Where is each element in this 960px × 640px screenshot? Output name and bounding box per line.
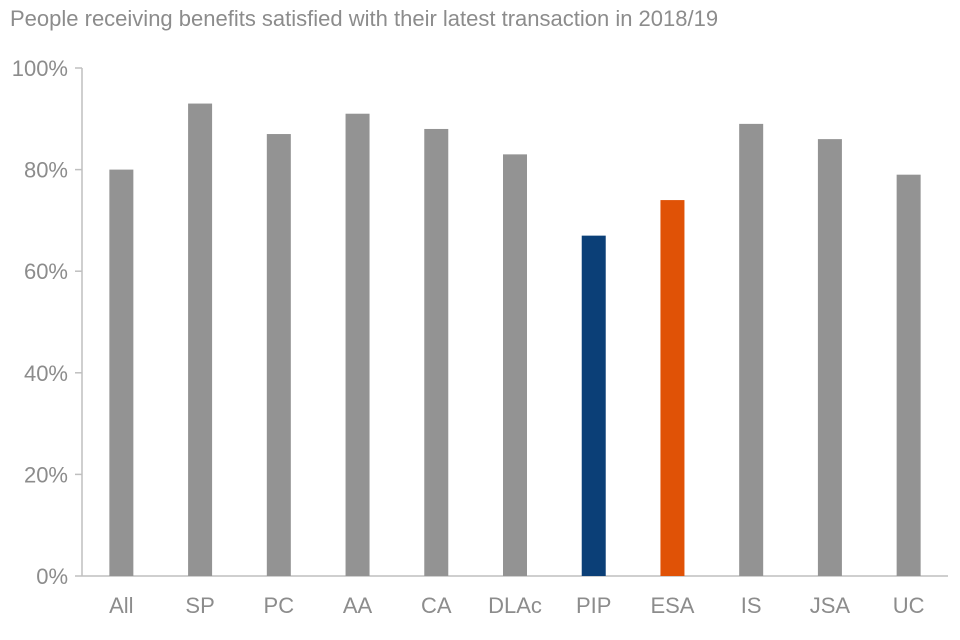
x-tick-label: JSA (810, 593, 851, 618)
x-tick-label: PIP (576, 593, 611, 618)
bar-is (739, 123, 764, 576)
bar-sp (188, 103, 213, 576)
bar-pip (581, 235, 606, 576)
x-tick-label: All (109, 593, 133, 618)
x-tick-label: IS (741, 593, 762, 618)
bar-jsa (817, 139, 842, 576)
bar-all (109, 169, 134, 576)
y-tick-label: 20% (24, 462, 68, 487)
x-tick-label: PC (264, 593, 295, 618)
y-tick-label: 60% (24, 259, 68, 284)
y-tick-label: 80% (24, 158, 68, 183)
x-tick-label: AA (343, 593, 373, 618)
bar-uc (896, 174, 921, 576)
x-tick-label: SP (185, 593, 214, 618)
y-tick-label: 100% (12, 56, 68, 81)
x-tick-label: UC (893, 593, 925, 618)
bar-ca (424, 128, 449, 576)
bar-esa (660, 200, 685, 576)
x-tick-label: ESA (650, 593, 694, 618)
y-tick-label: 0% (36, 564, 68, 589)
chart-title: People receiving benefits satisfied with… (10, 6, 719, 31)
y-axis: 0% 20% 40% 60% 80% 100% (12, 56, 83, 589)
bar-pc (266, 134, 291, 577)
y-tick-label: 40% (24, 361, 68, 386)
bar-dlac (503, 154, 527, 577)
bar-aa (345, 113, 370, 576)
x-axis: All SP PC AA CA DLAc PIP ESA IS JSA UC (82, 575, 948, 618)
x-tick-label: DLAc (488, 593, 542, 618)
x-tick-label: CA (421, 593, 452, 618)
bars (109, 103, 921, 577)
